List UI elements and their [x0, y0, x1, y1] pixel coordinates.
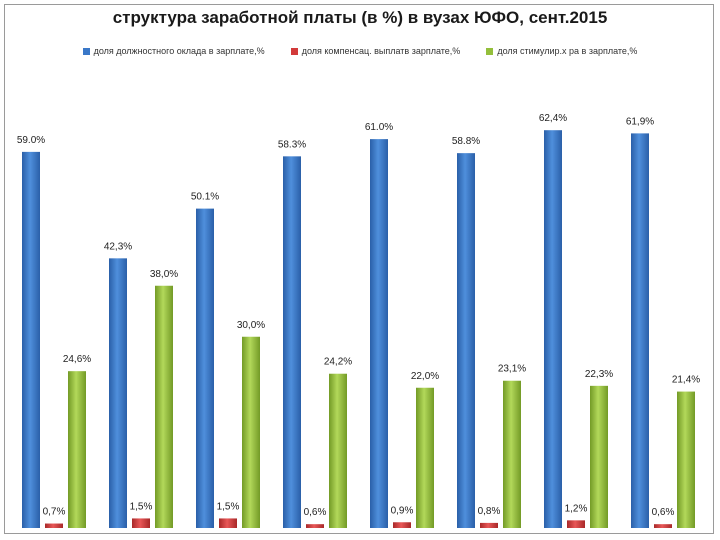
bar-salary-8 [631, 133, 649, 528]
bar-salary-5 [370, 139, 388, 528]
bar-compensation-4 [306, 524, 324, 528]
legend-label-compensation: доля компенсац. выплатв зарплате,% [301, 46, 461, 56]
value-label-incentive-8: 21,4% [672, 375, 700, 386]
bar-salary-2 [109, 258, 127, 528]
legend: доля должностного оклада в зарплате,% до… [0, 46, 720, 56]
bar-compensation-7 [567, 520, 585, 528]
value-labels-group: 59.0% 0,7% 24,6% 42,3% 1,5% 38,0% 50.1% 1,5% 30,… [17, 113, 700, 518]
legend-item-incentive: доля стимулир.х ра в зарплате,% [486, 46, 637, 56]
value-label-compensation-3: 1,5% [217, 501, 240, 512]
value-label-incentive-5: 22,0% [411, 371, 439, 382]
bar-incentive-6 [503, 380, 521, 528]
value-label-compensation-1: 0,7% [43, 507, 66, 518]
bar-compensation-3 [219, 518, 237, 528]
value-label-compensation-6: 0,8% [478, 506, 501, 517]
bar-compensation-6 [480, 522, 498, 528]
legend-item-salary: доля должностного оклада в зарплате,% [82, 46, 265, 56]
value-label-salary-8: 61,9% [626, 116, 654, 127]
bar-incentive-8 [677, 391, 695, 528]
bar-salary-6 [457, 153, 475, 528]
legend-item-compensation: доля компенсац. выплатв зарплате,% [290, 46, 461, 56]
value-label-salary-3: 50.1% [191, 192, 219, 203]
value-label-incentive-7: 22,3% [585, 369, 613, 380]
bar-salary-1 [22, 151, 40, 528]
legend-swatch-incentive [486, 47, 494, 55]
legend-label-salary: доля должностного оклада в зарплате,% [93, 46, 265, 56]
bar-incentive-3 [242, 336, 260, 528]
legend-swatch-salary [82, 47, 90, 55]
value-label-compensation-5: 0,9% [391, 505, 414, 516]
value-label-incentive-4: 24,2% [324, 357, 352, 368]
bar-incentive-7 [590, 385, 608, 528]
value-label-incentive-6: 23,1% [498, 364, 526, 375]
bar-compensation-8 [654, 524, 672, 528]
bar-compensation-1 [45, 523, 63, 528]
value-label-salary-5: 61.0% [365, 122, 393, 133]
bar-compensation-2 [132, 518, 150, 528]
legend-label-incentive: доля стимулир.х ра в зарплате,% [497, 46, 638, 56]
value-label-salary-7: 62,4% [539, 113, 567, 124]
bar-incentive-1 [68, 371, 86, 528]
value-label-compensation-7: 1,2% [565, 503, 588, 514]
bar-salary-4 [283, 156, 301, 528]
legend-swatch-compensation [290, 47, 298, 55]
chart-title: структура заработной платы (в %) в вузах… [112, 8, 608, 27]
bars-group [22, 130, 695, 529]
value-label-incentive-2: 38,0% [150, 269, 178, 280]
bar-incentive-5 [416, 387, 434, 528]
bar-incentive-2 [155, 285, 173, 528]
value-label-salary-1: 59.0% [17, 135, 45, 146]
bar-incentive-4 [329, 373, 347, 528]
value-label-compensation-8: 0,6% [652, 507, 675, 518]
value-label-salary-2: 42,3% [104, 241, 132, 252]
bar-salary-7 [544, 130, 562, 528]
value-label-salary-6: 58.8% [452, 136, 480, 147]
bar-compensation-5 [393, 522, 411, 528]
bar-salary-3 [196, 208, 214, 529]
value-label-incentive-3: 30,0% [237, 320, 265, 331]
value-label-salary-4: 58.3% [278, 139, 306, 150]
value-label-incentive-1: 24,6% [63, 354, 91, 365]
value-label-compensation-2: 1,5% [130, 501, 153, 512]
value-label-compensation-4: 0,6% [304, 507, 327, 518]
